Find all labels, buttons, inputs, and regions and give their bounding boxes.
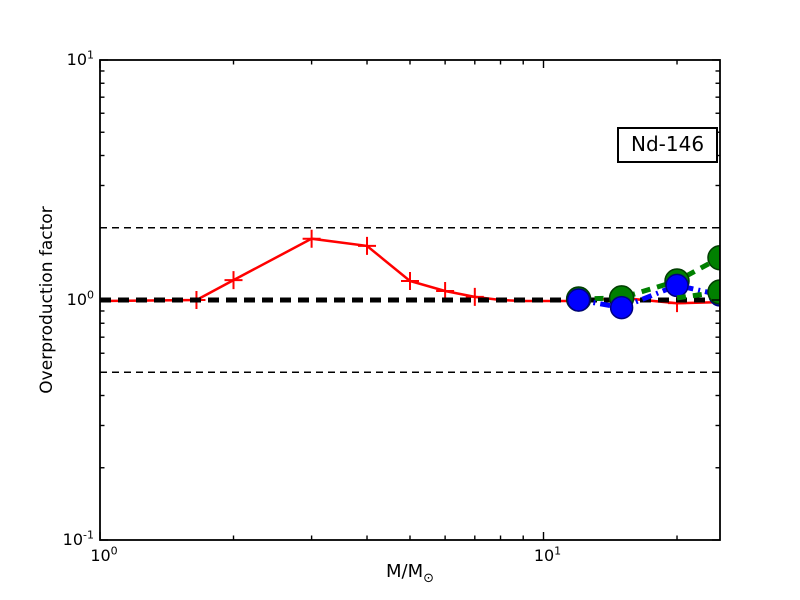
marker-plus-red-solid-plus (358, 236, 377, 255)
marker-plus-red-solid-plus (401, 271, 419, 290)
marker-circle-blue-dashdot-circles (566, 288, 591, 312)
marker-circle-green-dashed-flat (707, 279, 720, 305)
marker-circle-blue-dashdot-circles (609, 295, 634, 320)
sun-symbol: ⊙ (423, 571, 435, 586)
marker-plus-red-solid-plus (436, 282, 455, 301)
xtick-label-10e1: 101 (533, 544, 562, 565)
x-axis-label-text: M/M (385, 561, 424, 582)
y-axis-label: Overproduction factor (37, 206, 57, 394)
series-green-dashed-flat (676, 279, 720, 305)
series-green-dashed-rising-line (578, 255, 720, 302)
ytick-label-10e0: 100 (66, 288, 94, 309)
series-blue-dashdot-circles-line (578, 282, 720, 311)
xtick-label-10e0: 100 (90, 544, 118, 565)
ytick-label-10e1: 101 (66, 48, 94, 69)
x-axis-label: M/M⊙ (386, 561, 434, 586)
series-blue-dashdot-circles (566, 273, 720, 320)
marker-circle-blue-dashdot-circles (665, 273, 689, 298)
marker-plus-red-solid-plus (465, 287, 484, 306)
ytick-label-10e-1: 10-1 (62, 528, 94, 549)
isotope-label-box: Nd-146 (617, 127, 719, 163)
axis-ticks (99, 59, 720, 541)
guide-lines (100, 226, 720, 374)
marker-plus-red-solid-plus (224, 271, 243, 290)
marker-circle-green-dashed-rising (707, 244, 720, 271)
marker-plus-red-solid-plus (302, 229, 321, 248)
